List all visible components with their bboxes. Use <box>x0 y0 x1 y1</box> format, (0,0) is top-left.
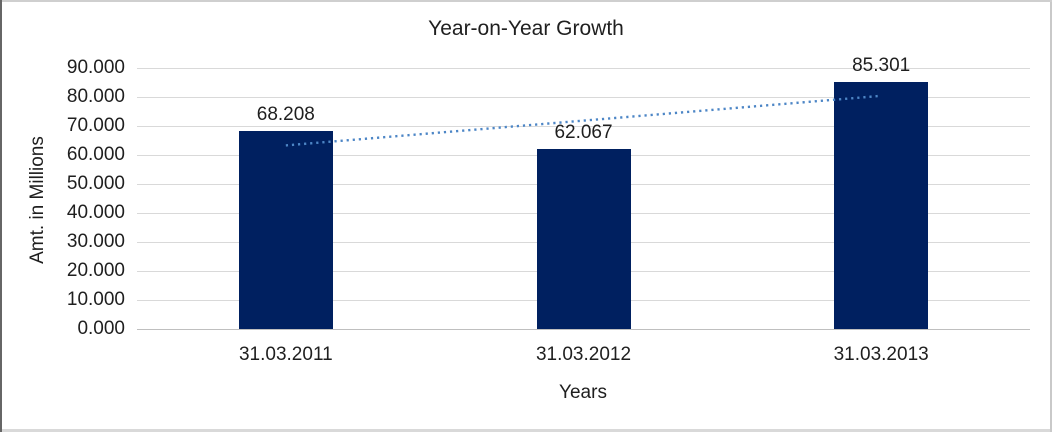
y-tick-10.000: 10.000 <box>66 289 125 310</box>
x-tick-31-03-2011: 31.03.2011 <box>238 344 333 365</box>
data-label-31-03-2011: 68.208 <box>256 104 315 126</box>
data-label-31-03-2013: 85.301 <box>852 54 911 76</box>
bar-31-03-2013 <box>834 81 929 329</box>
x-tick-31-03-2012: 31.03.2012 <box>535 344 632 365</box>
y-tick-20.000: 20.000 <box>66 260 125 281</box>
y-tick-50.000: 50.000 <box>66 173 125 194</box>
y-tick-60.000: 60.000 <box>66 144 125 165</box>
gridline-90.000 <box>137 68 1030 69</box>
y-tick-0.000: 0.000 <box>77 318 125 339</box>
bar-31-03-2011 <box>238 131 333 329</box>
plot-area <box>137 68 1030 330</box>
y-tick-70.000: 70.000 <box>66 115 125 136</box>
y-tick-90.000: 90.000 <box>66 57 125 78</box>
y-tick-30.000: 30.000 <box>66 231 125 252</box>
y-tick-80.000: 80.000 <box>66 86 125 107</box>
chart-title: Year-on-Year Growth <box>428 17 624 40</box>
x-axis-title: Years <box>559 382 607 403</box>
bar-31-03-2012 <box>536 149 631 329</box>
x-tick-31-03-2013: 31.03.2013 <box>833 344 929 365</box>
data-label-31-03-2012: 62.067 <box>554 122 613 143</box>
gridline-0.000 <box>137 329 1030 330</box>
y-tick-40.000: 40.000 <box>66 202 125 223</box>
